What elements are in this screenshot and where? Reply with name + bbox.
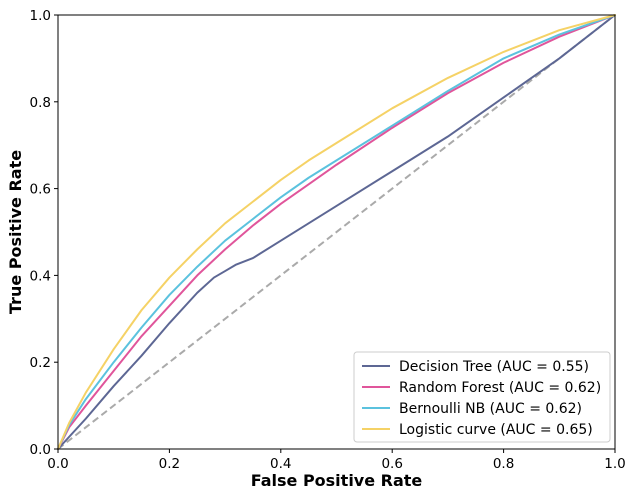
y-tick-label: 0.4 [30,268,51,284]
plot-frame [57,14,616,450]
x-tick-label: 0.2 [159,456,180,472]
plot-area [57,14,616,450]
y-tick-label: 0.2 [30,355,51,371]
x-tick-label: 0.0 [47,456,68,472]
legend-label-1: Decision Tree (AUC = 0.55) [399,359,589,375]
y-tick-label: 0.0 [30,442,51,458]
legend-label-4: Logistic curve (AUC = 0.65) [399,422,593,438]
legend: Decision Tree (AUC = 0.55) Random Forest … [353,351,611,443]
series-line-1 [57,14,616,450]
x-axis: 0.0 0.2 0.4 0.6 0.8 1.0 [47,449,626,472]
y-axis-label: True Positive Rate [6,150,25,314]
x-tick-label: 0.6 [381,456,402,472]
chance-diagonal-line [57,14,616,450]
x-tick-label: 0.4 [270,456,291,472]
y-tick-label: 0.8 [30,95,51,111]
series-line-2 [57,14,616,450]
series-layer [57,14,616,450]
y-tick-label: 0.6 [30,182,51,198]
x-tick-label: 0.8 [493,456,514,472]
y-axis: 0.0 0.2 0.4 0.6 0.8 1.0 [30,8,58,458]
legend-box [353,351,611,443]
series-line-4 [57,14,616,450]
y-tick-label: 1.0 [30,8,51,24]
legend-label-2: Random Forest (AUC = 0.62) [399,380,601,396]
series-line-3 [57,14,616,450]
legend-items: Decision Tree (AUC = 0.55) Random Forest … [362,359,601,438]
legend-label-3: Bernoulli NB (AUC = 0.62) [399,401,582,417]
x-axis-label: False Positive Rate [251,471,423,490]
x-tick-label: 1.0 [604,456,625,472]
